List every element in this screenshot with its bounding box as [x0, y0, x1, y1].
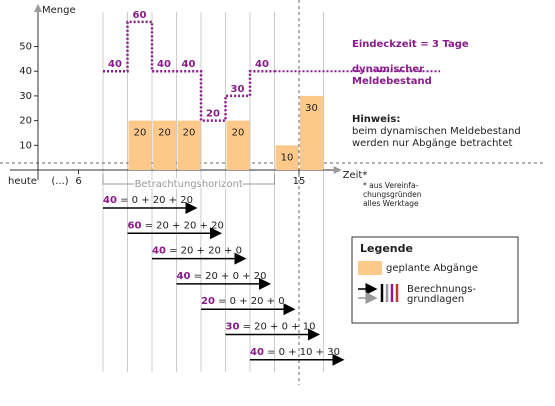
- bar: [226, 120, 250, 170]
- formula-terms: = 20 + 0 + 10: [239, 322, 315, 333]
- x-extra-label: (...): [51, 176, 68, 187]
- formula-terms: = 0 + 20 + 0: [215, 296, 285, 307]
- formula: 20 = 0 + 20 + 0: [201, 296, 285, 307]
- y-tick-label: 50: [19, 42, 32, 53]
- annotation: dynamischer: [352, 64, 424, 75]
- formula-value: 20: [201, 296, 215, 307]
- formula: 60 = 20 + 20 + 20: [128, 220, 224, 231]
- y-tick-label: 20: [19, 116, 32, 127]
- formula-terms: = 20 + 20 + 0: [166, 246, 242, 257]
- legend-swatch: [358, 261, 382, 275]
- bar: [300, 95, 323, 170]
- line-label: 40: [255, 59, 269, 70]
- bar: [177, 120, 201, 170]
- y-tick-label: 30: [19, 91, 32, 102]
- line-label: 40: [108, 59, 122, 70]
- bar: [153, 120, 176, 170]
- legend-box: [351, 236, 519, 324]
- line-label: 40: [182, 59, 196, 70]
- bar-label: 20: [158, 128, 171, 139]
- horizon-bracket: [102, 174, 275, 185]
- bar-label: 30: [305, 103, 318, 114]
- bar: [128, 120, 152, 170]
- bar-label: 20: [134, 128, 147, 139]
- formula-value: 40: [177, 271, 191, 282]
- annotation: Eindeckzeit = 3 Tage: [352, 39, 469, 50]
- line-label: 20: [206, 109, 220, 120]
- formula: 40 = 0 + 10 + 30: [250, 347, 340, 358]
- formula: 40 = 0 + 20 + 20: [103, 195, 193, 206]
- formula: 40 = 20 + 0 + 20: [177, 271, 267, 282]
- line-label: 30: [231, 84, 245, 95]
- formula-terms: = 0 + 10 + 30: [264, 347, 340, 358]
- footnote: alles Werktage: [363, 199, 419, 208]
- x-axis-label: Zeit*: [343, 170, 368, 181]
- annotation: Meldebestand: [352, 76, 432, 87]
- formula-value: 40: [250, 347, 264, 358]
- bar: [275, 145, 299, 170]
- footnote: * aus Vereinfa-: [363, 181, 419, 190]
- legend-label: geplante Abgänge: [386, 263, 478, 274]
- formula-terms: = 20 + 0 + 20: [190, 271, 266, 282]
- horizon-label: Betrachtungshorizont: [135, 179, 243, 190]
- legend-title: Legende: [360, 242, 413, 255]
- bar-label: 10: [281, 152, 294, 163]
- hint-text: beim dynamischen Meldebestand: [352, 126, 521, 137]
- formula-value: 30: [226, 322, 240, 333]
- hint-title: Hinweis:: [352, 114, 400, 125]
- footnote: chungsgründen: [363, 190, 422, 199]
- y-tick-label: 40: [19, 66, 32, 77]
- formula-terms: = 20 + 20 + 20: [141, 220, 223, 231]
- formula-value: 40: [103, 195, 117, 206]
- bar-label: 20: [183, 128, 196, 139]
- hint-text: werden nur Abgänge betrachtet: [352, 138, 512, 149]
- legend-label: Berechnungs-: [407, 284, 476, 295]
- x-tick-label: 15: [293, 176, 306, 187]
- legend-label: grundlagen: [407, 294, 464, 305]
- formula: 30 = 20 + 0 + 10: [226, 322, 316, 333]
- line-label: 60: [133, 10, 147, 21]
- formula: 40 = 20 + 20 + 0: [152, 246, 242, 257]
- bar-label: 20: [232, 128, 245, 139]
- x-extra-label: heute: [8, 176, 37, 187]
- y-axis-label: Menge: [42, 5, 76, 16]
- line-label: 40: [157, 59, 171, 70]
- formula-terms: = 0 + 20 + 20: [117, 195, 193, 206]
- x-tick-label: 6: [75, 176, 81, 187]
- formula-value: 60: [128, 220, 142, 231]
- step-line: [103, 20, 275, 122]
- y-tick-label: 10: [19, 140, 32, 151]
- formula-value: 40: [152, 246, 166, 257]
